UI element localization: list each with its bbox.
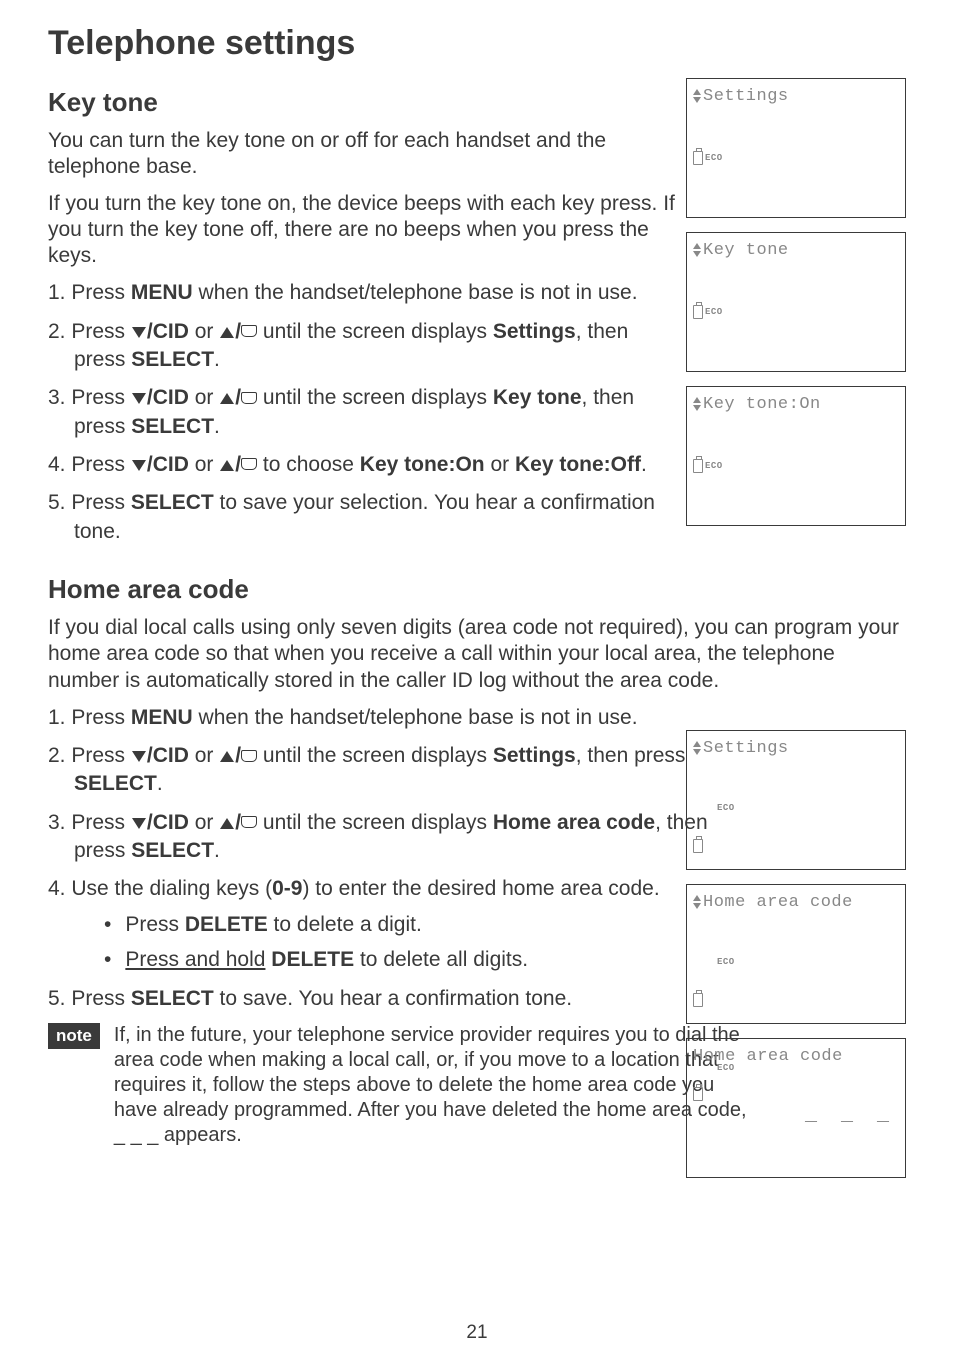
homecode-step1: 1. Press MENU when the handset/telephone… — [48, 704, 728, 732]
up-icon — [220, 327, 234, 338]
keytone-step3: 3. Press /CID or / until the screen disp… — [48, 384, 678, 441]
note-text: If, in the future, your telephone servic… — [114, 1023, 748, 1148]
eco-label: ECO — [717, 957, 735, 967]
note-row: note If, in the future, your telephone s… — [48, 1023, 748, 1148]
homecode-heading: Home area code — [48, 574, 906, 605]
battery-icon — [693, 839, 703, 853]
homecode-step3: 3. Press /CID or / until the screen disp… — [48, 809, 728, 866]
keytone-steps: 1. Press MENU when the handset/telephone… — [48, 279, 678, 546]
battery-icon — [693, 459, 703, 473]
up-icon — [220, 460, 234, 471]
up-icon — [220, 393, 234, 404]
page-number: 21 — [0, 1322, 954, 1344]
homecode-p1: If you dial local calls using only seven… — [48, 615, 906, 694]
eco-label: ECO — [717, 803, 735, 813]
down-icon — [132, 818, 146, 829]
keytone-step1: 1. Press MENU when the handset/telephone… — [48, 279, 678, 307]
screen-settings2: Settings ECO — [686, 730, 906, 870]
up-icon — [220, 751, 234, 762]
homecode-screens: Settings ECO Home area code ECO Home are… — [686, 730, 906, 1192]
directory-icon — [241, 392, 257, 404]
up-icon — [220, 818, 234, 829]
homecode-step5: 5. Press SELECT to save. You hear a conf… — [48, 985, 728, 1013]
keytone-step5: 5. Press SELECT to save your selection. … — [48, 489, 678, 546]
keytone-p2: If you turn the key tone on, the device … — [48, 191, 678, 270]
down-icon — [132, 460, 146, 471]
keytone-p1: You can turn the key tone on or off for … — [48, 128, 678, 181]
eco-label: ECO — [717, 1063, 735, 1073]
down-icon — [132, 327, 146, 338]
homecode-sub2: Press and hold DELETE to delete all digi… — [104, 945, 728, 974]
screen-keytone: Key tone ECO — [686, 232, 906, 372]
keytone-step2: 2. Press /CID or / until the screen disp… — [48, 318, 678, 375]
homecode-steps: 1. Press MENU when the handset/telephone… — [48, 704, 728, 1013]
page-title: Telephone settings — [48, 24, 906, 63]
keytone-step4: 4. Press /CID or / to choose Key tone:On… — [48, 451, 678, 479]
directory-icon — [241, 458, 257, 470]
area-code-placeholder: _ _ _ — [805, 1104, 895, 1127]
battery-icon — [693, 1087, 703, 1101]
keytone-screens: Settings ECO Key tone ECO Key tone:On EC… — [686, 78, 906, 540]
battery-icon — [693, 305, 703, 319]
down-icon — [132, 751, 146, 762]
screen-settings: Settings ECO — [686, 78, 906, 218]
battery-icon — [693, 151, 703, 165]
homecode-step4: 4. Use the dialing keys (0-9) to enter t… — [48, 875, 728, 974]
directory-icon — [241, 750, 257, 762]
screen-homecode-entry: Home area code ECO _ _ _ — [686, 1038, 906, 1178]
down-icon — [132, 393, 146, 404]
screen-keytone-on: Key tone:On ECO — [686, 386, 906, 526]
directory-icon — [241, 816, 257, 828]
homecode-sub1: Press DELETE to delete a digit. — [104, 910, 728, 939]
screen-homecode: Home area code ECO — [686, 884, 906, 1024]
directory-icon — [241, 325, 257, 337]
homecode-step2: 2. Press /CID or / until the screen disp… — [48, 742, 728, 799]
note-label: note — [48, 1023, 100, 1049]
battery-icon — [693, 993, 703, 1007]
